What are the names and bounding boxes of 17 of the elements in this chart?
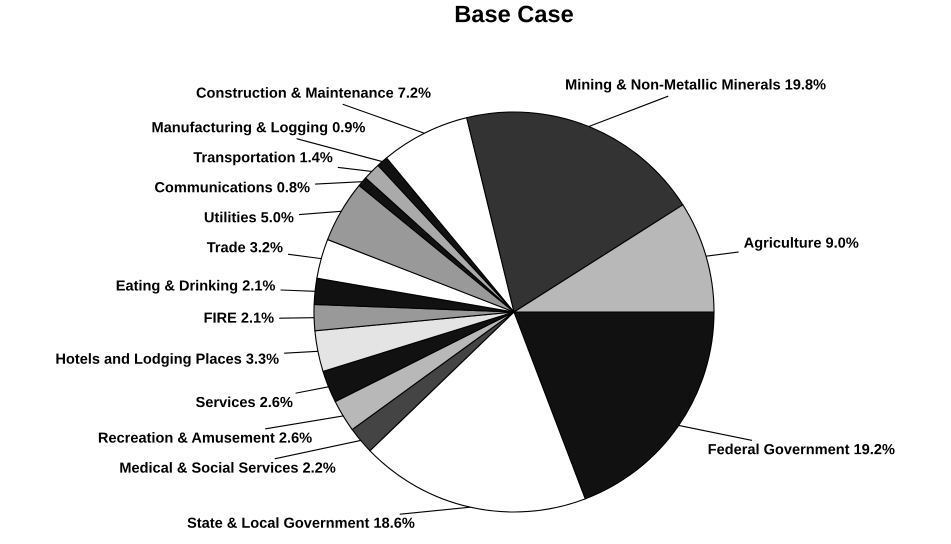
slice-label: State & Local Government 18.6% xyxy=(188,517,414,528)
slice-label: Utilities 5.0% xyxy=(204,212,294,222)
slice-label: Communications 0.8% xyxy=(155,182,310,192)
slice-label: Trade 3.2% xyxy=(206,242,283,252)
slice-label: Hotels and Lodging Places 3.3% xyxy=(56,353,279,367)
slice-label: Federal Government 19.2% xyxy=(708,444,895,454)
chart-title: Base Case xyxy=(456,6,573,22)
slice-label: Manufacturing & Logging 0.9% xyxy=(152,122,366,136)
slice-label: Mining & Non-Metallic Minerals 19.8% xyxy=(566,78,826,93)
slice-label: Transportation 1.4% xyxy=(194,152,332,166)
slice-label: Construction & Maintenance 7.2% xyxy=(196,87,431,98)
slice-label: Agriculture 9.0% xyxy=(744,237,858,251)
slice-label: Eating & Drinking 2.1% xyxy=(116,280,276,294)
slice-label: Services 2.6% xyxy=(196,396,292,408)
slice-label: FIRE 2.1% xyxy=(204,312,274,323)
slice-label: Recreation & Amusement 2.6% xyxy=(98,432,312,443)
slice-label: Medical & Social Services 2.2% xyxy=(120,462,336,473)
